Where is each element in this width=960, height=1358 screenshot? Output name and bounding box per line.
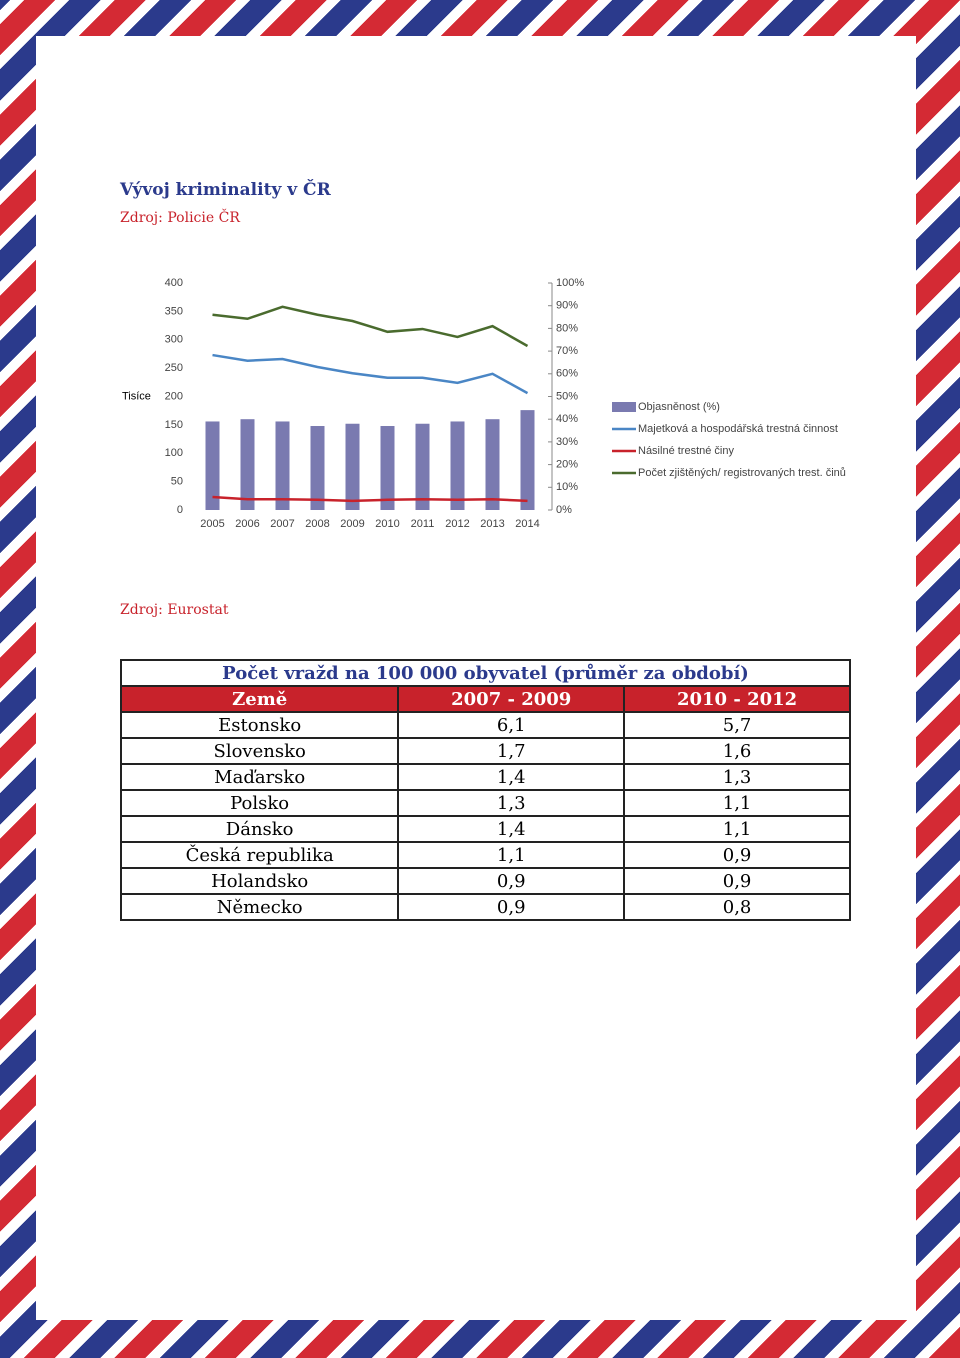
cell: 1,3 (623, 763, 851, 791)
bar (275, 421, 290, 510)
y-tick-label: 150 (165, 419, 183, 431)
cell: 1,1 (623, 789, 851, 817)
line (212, 495, 528, 503)
cell: 1,3 (397, 789, 626, 817)
title: Vývoj kriminality v ČR (120, 180, 331, 200)
bar (310, 426, 325, 510)
y-tick-label: 400 (165, 277, 183, 289)
y-tick-label: 250 (165, 362, 183, 374)
cell: 1,1 (397, 841, 626, 869)
legend-label: Počet zjištěných/ registrovaných trest. … (638, 467, 846, 479)
cell: 1,6 (623, 737, 851, 765)
header-row: Země 2007 - 2009 2010 - 2012 (119, 685, 851, 713)
cell: Dánsko (119, 815, 400, 843)
y-tick-label: 50 (171, 476, 183, 488)
chart: Tisíce 0 50 100 150 200 250 300 350 400 0% 10% 20% 30… (122, 277, 846, 530)
x-tick-label: 2010 (375, 518, 399, 530)
y2-tick-label: 20% (556, 459, 578, 471)
x-tick-label: 2009 (340, 518, 364, 530)
y-axis-label: Tisíce (122, 390, 151, 402)
cell: 0,9 (397, 867, 626, 895)
y-tick-label: 0 (177, 504, 183, 516)
table-title: Počet vražd na 100 000 obyvatel (průměr … (120, 659, 851, 687)
cell: Německo (119, 893, 400, 921)
bar (485, 419, 500, 510)
row: Dánsko 1,4 1,1 (119, 815, 851, 843)
y2-tick-label: 70% (556, 345, 578, 357)
y2-tick-label: 40% (556, 413, 578, 425)
y2-tick-label: 60% (556, 368, 578, 380)
x-tick-label: 2005 (200, 518, 224, 530)
column-header: 2007 - 2009 (397, 685, 626, 713)
row: Německo 0,9 0,8 (119, 893, 851, 921)
row: Česká republika 1,1 0,9 (119, 841, 851, 869)
row: Polsko 1,3 1,1 (119, 789, 851, 817)
bar (380, 426, 395, 510)
row: Estonsko 6,1 5,7 (119, 711, 851, 739)
table: Počet vražd na 100 000 obyvatel (průměr … (119, 659, 851, 921)
x-tick-label: 2011 (411, 518, 435, 530)
cell: 0,9 (623, 841, 851, 869)
y2-tick-label: 80% (556, 322, 578, 334)
y2-tick-label: 10% (556, 481, 578, 493)
cell: 1,4 (397, 815, 626, 843)
row: Maďarsko 1,4 1,3 (119, 763, 851, 791)
y2-tick-label: 90% (556, 300, 578, 312)
x-tick-label: 2014 (515, 518, 539, 530)
source: Zdroj: Policie ČR (120, 210, 240, 226)
bar (450, 421, 465, 510)
bar (345, 423, 360, 510)
y-tick-label: 200 (165, 390, 183, 402)
legend-swatch (612, 402, 636, 412)
legend-label: Násilné trestné činy (638, 445, 734, 457)
title-row: Počet vražd na 100 000 obyvatel (průměr … (120, 659, 851, 687)
y-tick-label: 100 (165, 447, 183, 459)
cell: 0,9 (623, 867, 851, 895)
bar (415, 423, 430, 510)
y-tick-label: 350 (165, 305, 183, 317)
cell: 5,7 (623, 711, 851, 739)
bar (240, 419, 255, 510)
y-tick-label: 300 (165, 334, 183, 346)
cell: 1,4 (397, 763, 626, 791)
cell: Holandsko (119, 867, 400, 895)
row: Holandsko 0,9 0,9 (119, 867, 851, 895)
y2-tick-label: 30% (556, 436, 578, 448)
column-header: Země (119, 685, 400, 713)
y2-tick-label: 50% (556, 390, 578, 402)
line (212, 305, 529, 348)
bar (205, 421, 220, 510)
cell: 0,8 (623, 893, 851, 921)
y2-tick-label: 0% (556, 504, 572, 516)
cell: Maďarsko (119, 763, 400, 791)
cell: Slovensko (119, 737, 400, 765)
x-tick-label: 2013 (480, 518, 504, 530)
line (212, 353, 529, 395)
cell: Česká republika (119, 841, 400, 869)
row: Slovensko 1,7 1,6 (119, 737, 851, 765)
cell: 6,1 (397, 711, 626, 739)
x-tick-label: 2007 (270, 518, 294, 530)
table-source: Zdroj: Eurostat (120, 602, 229, 618)
cell: 1,7 (397, 737, 626, 765)
cell: Estonsko (119, 711, 400, 739)
legend-label: Majetková a hospodářská trestná činnost (638, 423, 838, 435)
x-tick-label: 2006 (235, 518, 259, 530)
bar (520, 410, 535, 510)
legend-label: Objasněnost (%) (638, 401, 720, 413)
cell: Polsko (119, 789, 400, 817)
cell: 0,9 (397, 893, 626, 921)
column-header: 2010 - 2012 (623, 685, 851, 713)
cell: 1,1 (623, 815, 851, 843)
x-tick-label: 2012 (445, 518, 469, 530)
x-tick-label: 2008 (305, 518, 329, 530)
y2-tick-label: 100% (556, 277, 584, 289)
